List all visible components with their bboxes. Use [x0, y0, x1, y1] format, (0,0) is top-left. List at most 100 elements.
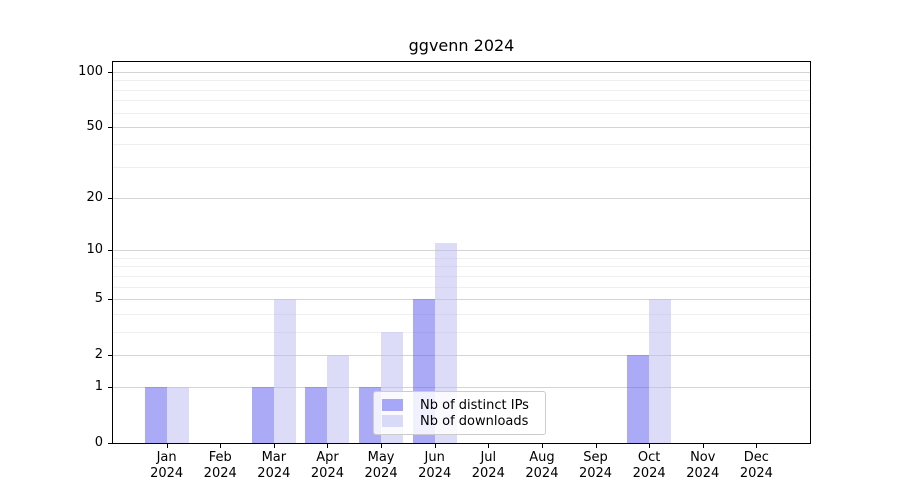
x-tick-label-feb: Feb 2024: [190, 450, 250, 482]
x-tick-jul: [488, 443, 490, 448]
x-label-month: Feb: [208, 450, 232, 465]
minor-gridline: [113, 112, 810, 114]
x-tick-jun: [434, 443, 436, 448]
major-gridline: [113, 72, 810, 73]
plot-area: [113, 61, 810, 443]
major-gridline: [113, 387, 810, 389]
x-label-month: Jun: [424, 450, 445, 465]
bar-nb-of-distinct-ips-mar: [251, 387, 274, 443]
plot-spine-left: [112, 61, 113, 444]
plot-spine-bottom: [112, 443, 811, 444]
y-tick-label-5: 5: [94, 290, 103, 306]
x-label-month: Oct: [637, 450, 661, 465]
chart-title: ggvenn 2024: [408, 36, 515, 55]
x-tick-jan: [166, 443, 168, 448]
y-tick-label-100: 100: [78, 64, 103, 79]
x-tick-sep: [595, 443, 597, 448]
x-tick-label-aug: Aug 2024: [512, 450, 572, 482]
minor-gridline: [113, 331, 810, 333]
bar-nb-of-distinct-ips-apr: [305, 387, 328, 443]
major-gridline: [113, 126, 810, 128]
x-label-month: Dec: [743, 450, 769, 465]
y-tick-label-2: 2: [94, 346, 103, 362]
x-label-year: 2024: [686, 466, 720, 481]
x-tick-label-mar: Mar 2024: [244, 450, 304, 482]
minor-gridline: [113, 313, 810, 315]
major-gridline: [113, 250, 810, 252]
x-tick-apr: [327, 443, 329, 448]
x-tick-label-oct: Oct 2024: [619, 450, 679, 482]
x-tick-nov: [702, 443, 704, 448]
legend-label: Nb of distinct IPs: [420, 397, 529, 413]
x-label-year: 2024: [418, 466, 452, 481]
x-tick-label-sep: Sep 2024: [566, 450, 626, 482]
bar-nb-of-downloads-jan: [166, 387, 189, 443]
minor-gridline: [113, 100, 810, 102]
minor-gridline: [113, 144, 810, 146]
y-tick-label-50: 50: [86, 118, 103, 134]
x-tick-may: [381, 443, 383, 448]
legend-entry: Nb of downloads: [382, 413, 537, 429]
y-tick-50: [108, 126, 113, 128]
y-tick-1: [108, 387, 113, 389]
x-tick-feb: [220, 443, 222, 448]
x-label-month: Mar: [261, 450, 287, 465]
major-gridline: [113, 198, 810, 200]
x-tick-dec: [756, 443, 758, 448]
x-label-year: 2024: [257, 466, 291, 481]
x-tick-label-jul: Jul 2024: [458, 450, 518, 482]
y-tick-5: [108, 298, 113, 300]
y-tick-label-0: 0: [94, 435, 103, 450]
y-tick-100: [108, 72, 113, 73]
legend-swatch-icon: [382, 399, 403, 411]
x-label-month: May: [367, 450, 395, 465]
x-label-year: 2024: [525, 466, 559, 481]
plot-spine-right: [810, 61, 811, 444]
minor-gridline: [113, 257, 810, 259]
x-label-month: Nov: [690, 450, 716, 465]
x-tick-label-jan: Jan 2024: [137, 450, 197, 482]
minor-gridline: [113, 80, 810, 82]
x-label-year: 2024: [471, 466, 505, 481]
x-label-month: Jan: [156, 450, 177, 465]
minor-gridline: [113, 166, 810, 168]
major-gridline: [113, 354, 810, 356]
x-label-year: 2024: [578, 466, 613, 481]
x-label-year: 2024: [632, 466, 666, 481]
y-tick-2: [108, 354, 113, 356]
x-label-year: 2024: [364, 466, 398, 481]
x-label-year: 2024: [739, 466, 773, 481]
legend: Nb of distinct IPs Nb of downloads: [373, 391, 546, 435]
x-tick-label-jun: Jun 2024: [405, 450, 465, 482]
bar-nb-of-distinct-ips-oct: [627, 354, 650, 443]
x-tick-label-dec: Dec 2024: [726, 450, 786, 482]
x-tick-aug: [541, 443, 543, 448]
y-tick-label-1: 1: [94, 379, 103, 395]
minor-gridline: [113, 266, 810, 268]
x-tick-label-apr: Apr 2024: [297, 450, 357, 482]
y-tick-0: [108, 443, 113, 444]
y-tick-10: [108, 250, 113, 252]
x-tick-label-nov: Nov 2024: [673, 450, 733, 482]
y-tick-20: [108, 198, 113, 200]
x-tick-label-may: May 2024: [351, 450, 411, 482]
bar-nb-of-downloads-mar: [273, 298, 296, 443]
minor-gridline: [113, 286, 810, 288]
x-label-month: Jul: [480, 450, 497, 465]
legend-label: Nb of downloads: [420, 413, 529, 429]
y-tick-label-10: 10: [86, 242, 103, 258]
bar-nb-of-downloads-apr: [327, 354, 350, 443]
x-tick-mar: [273, 443, 275, 448]
plot-spine-top: [112, 61, 811, 62]
bar-nb-of-downloads-oct: [649, 298, 672, 443]
minor-gridline: [113, 89, 810, 91]
y-tick-label-20: 20: [86, 190, 103, 206]
major-gridline: [113, 298, 810, 300]
bar-nb-of-distinct-ips-jan: [144, 387, 167, 443]
minor-gridline: [113, 275, 810, 277]
x-label-year: 2024: [203, 466, 237, 481]
x-label-month: Aug: [529, 450, 555, 465]
x-tick-oct: [649, 443, 651, 448]
legend-swatch-icon: [382, 415, 403, 427]
